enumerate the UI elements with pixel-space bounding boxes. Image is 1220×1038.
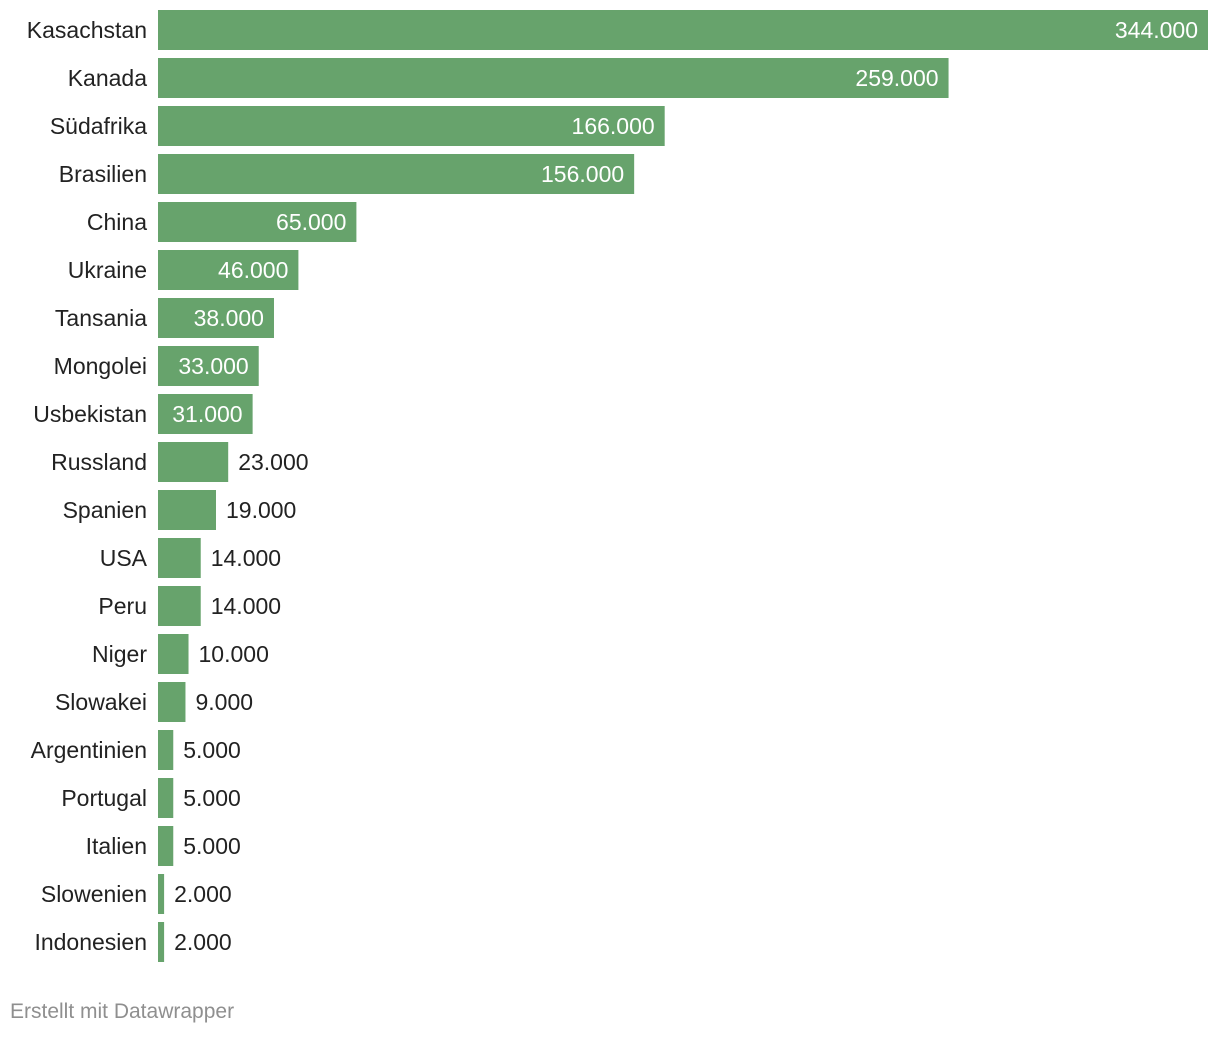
bar-row: Niger 10.000 [92,634,269,674]
category-label: Russland [51,449,147,475]
bar-row: Kanada 259.000 [68,58,949,98]
bar-chart: Kasachstan 344.000 Kanada 259.000 Südafrika 1… [27,10,1208,962]
value-label: 14.000 [211,545,281,571]
bar [158,58,949,98]
value-label: 46.000 [218,257,288,283]
value-label: 23.000 [238,449,308,475]
value-label: 19.000 [226,497,296,523]
category-label: Indonesien [34,929,147,955]
category-label: Spanien [63,497,147,523]
value-label: 33.000 [178,353,248,379]
value-label: 9.000 [195,689,253,715]
value-label: 65.000 [276,209,346,235]
value-label: 166.000 [572,113,655,139]
bar [158,154,635,194]
bar [158,10,1208,50]
value-label: 156.000 [541,161,624,187]
category-label: Argentinien [31,737,147,763]
bar [158,730,174,770]
category-label: Tansania [55,305,147,331]
bar-row: Südafrika 166.000 [50,106,665,146]
category-label: Kanada [68,65,148,91]
bar-row: Kasachstan 344.000 [27,10,1208,50]
bar [158,586,201,626]
bar [158,442,229,482]
bar [158,490,216,530]
bar [158,778,174,818]
bar [158,538,201,578]
category-label: Kasachstan [27,17,147,43]
value-label: 14.000 [211,593,281,619]
category-label: Niger [92,641,147,667]
bar [158,202,357,242]
value-label: 31.000 [172,401,242,427]
bar-row: Usbekistan 31.000 [33,394,253,434]
bar [158,250,299,290]
category-label: Brasilien [59,161,147,187]
bar-row: Brasilien 156.000 [59,154,635,194]
value-label: 5.000 [183,785,241,811]
bar-row: Mongolei 33.000 [54,346,259,386]
bar-row: Portugal 5.000 [61,778,241,818]
bar-row: Argentinien 5.000 [31,730,241,770]
category-label: Italien [86,833,147,859]
category-label: Slowenien [41,881,147,907]
bar [158,298,274,338]
category-label: Usbekistan [33,401,147,427]
bar-row: Tansania 38.000 [55,298,274,338]
value-label: 38.000 [194,305,264,331]
bar-row: Russland 23.000 [51,442,309,482]
bar [158,346,259,386]
category-label: Peru [98,593,147,619]
value-label: 10.000 [199,641,269,667]
category-label: Südafrika [50,113,147,139]
bar-row: Peru 14.000 [98,586,281,626]
bar [158,394,253,434]
value-label: 344.000 [1115,17,1198,43]
bar-row: Ukraine 46.000 [68,250,299,290]
bar-row: Slowenien 2.000 [41,874,232,914]
bar-row: Spanien 19.000 [63,490,296,530]
bar [158,826,174,866]
category-label: Mongolei [54,353,147,379]
bar-row: Indonesien 2.000 [34,922,232,962]
category-label: China [87,209,147,235]
bar-row: USA 14.000 [100,538,281,578]
value-label: 5.000 [183,833,241,859]
value-label: 2.000 [174,881,232,907]
bar [158,634,189,674]
footer-credit[interactable]: Erstellt mit Datawrapper [10,1000,235,1023]
bar-row: China 65.000 [87,202,357,242]
category-label: Slowakei [55,689,147,715]
bar [158,874,165,914]
bar [158,922,165,962]
bar [158,682,186,722]
bar-row: Slowakei 9.000 [55,682,253,722]
value-label: 259.000 [855,65,938,91]
bar [158,106,665,146]
value-label: 5.000 [183,737,241,763]
category-label: Portugal [61,785,147,811]
bar-row: Italien 5.000 [86,826,241,866]
value-label: 2.000 [174,929,232,955]
category-label: Ukraine [68,257,147,283]
category-label: USA [100,545,148,571]
